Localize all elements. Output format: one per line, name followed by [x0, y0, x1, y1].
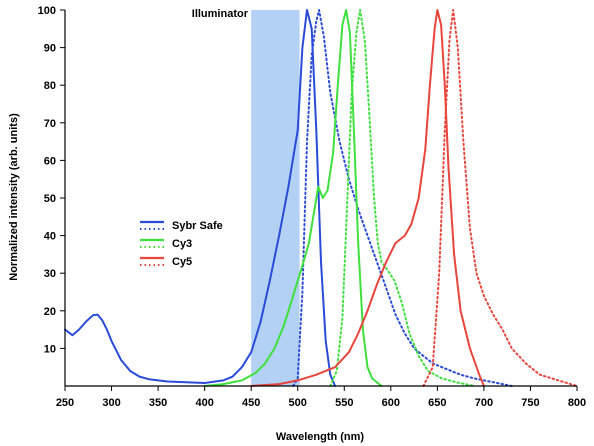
y-tick-label: 80	[44, 80, 56, 92]
x-tick-label: 550	[335, 397, 353, 409]
x-tick-label: 700	[475, 397, 493, 409]
series-line-cy5-excitation	[250, 9, 485, 387]
axes-layer: 250 300 350 400 450 500 550 600 650 700 750 800 10 20…	[38, 5, 587, 409]
legend-label-cy3: Cy3	[172, 238, 192, 250]
y-tick-label: 60	[44, 155, 56, 167]
x-tick-label: 650	[428, 397, 446, 409]
x-tick-label: 300	[102, 397, 120, 409]
series-line-cy5-emission	[422, 9, 578, 387]
legend-label-cy5: Cy5	[172, 256, 192, 268]
x-axis-title: Wavelength (nm)	[276, 431, 365, 443]
y-tick-label: 20	[44, 306, 56, 318]
x-tick-label: 800	[568, 397, 586, 409]
x-tick-label: 400	[195, 397, 213, 409]
y-tick-label: 50	[44, 193, 56, 205]
series-line-cy3-excitation	[203, 9, 383, 387]
legend-layer: Sybr Safe Cy3 Cy5	[140, 220, 223, 268]
x-tick-label: 250	[56, 397, 74, 409]
y-tick-label: 100	[38, 5, 56, 17]
series-layer	[64, 9, 578, 387]
series-line-sybr-safe-excitation	[64, 9, 336, 387]
y-tick-label: 90	[44, 43, 56, 55]
series-line-cy3-emission	[329, 9, 476, 387]
x-tick-label: 450	[242, 397, 260, 409]
y-tick-label: 10	[44, 343, 56, 355]
illuminator-label: Illuminator	[192, 8, 249, 20]
legend-label-sybr-safe: Sybr Safe	[172, 220, 223, 232]
y-tick-label: 70	[44, 118, 56, 130]
y-tick-label: 30	[44, 268, 56, 280]
x-tick-label: 750	[521, 397, 539, 409]
x-tick-label: 500	[289, 397, 307, 409]
x-tick-label: 600	[382, 397, 400, 409]
y-axis-title: Normalized intensity (arb. units)	[8, 113, 20, 281]
series-line-sybr-safe-emission	[292, 9, 513, 387]
y-tick-label: 40	[44, 231, 56, 243]
x-tick-label: 350	[149, 397, 167, 409]
